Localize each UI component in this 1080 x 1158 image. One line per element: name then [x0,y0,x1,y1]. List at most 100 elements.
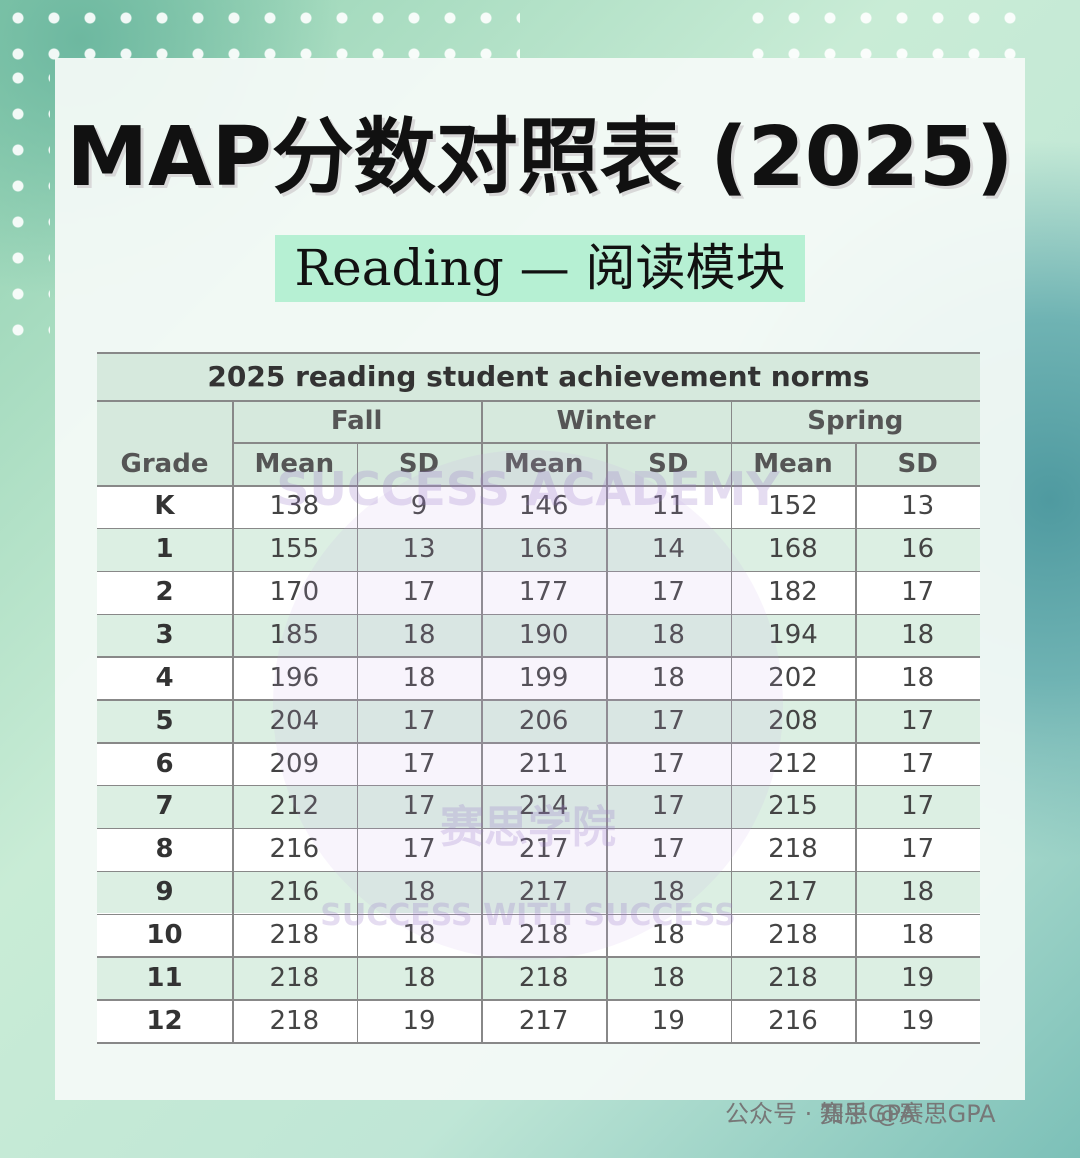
value-cell: 212 [768,748,818,779]
value-cell: 215 [768,791,818,822]
grid-line [855,442,857,1042]
value-cell: 182 [768,577,818,608]
value-cell: 214 [518,791,569,822]
value-cell: 17 [402,834,436,865]
grid-line [730,400,733,1042]
value-cell: 19 [901,1005,935,1036]
grid-line [97,570,980,573]
grade-cell: 4 [155,662,174,693]
value-cell: 138 [269,491,320,522]
grade-cell: 7 [155,791,174,822]
value-cell: 218 [768,834,818,865]
decor-dots [0,0,520,60]
row-bg [97,613,980,657]
value-cell: 216 [768,1005,818,1036]
value-cell: 18 [402,919,436,950]
value-cell: 217 [518,834,569,865]
column-header: SD [897,448,938,479]
grid-line [97,999,980,1001]
value-cell: 18 [402,619,436,650]
grade-cell: 8 [155,834,174,865]
grade-cell: 1 [155,534,174,565]
value-cell: 13 [402,534,436,565]
value-cell: 216 [269,834,320,865]
value-cell: 218 [768,919,818,950]
value-cell: 17 [402,577,436,608]
value-cell: 17 [901,705,935,736]
value-cell: 18 [651,619,685,650]
value-cell: 11 [651,491,685,522]
value-cell: 211 [518,748,569,779]
value-cell: 18 [901,877,935,908]
footer-wechat: 公众号 · 赛思GPA [725,1100,916,1128]
value-cell: 209 [269,748,320,779]
value-cell: 217 [518,1005,569,1036]
grade-cell: 12 [146,1005,183,1036]
grid-line [97,527,980,530]
value-cell: 19 [402,1005,436,1036]
value-cell: 218 [269,962,320,993]
table-title: 2025 reading student achievement norms [207,359,870,393]
value-cell: 152 [768,491,818,522]
value-cell: 17 [901,791,935,822]
grid-line [356,442,359,1042]
value-cell: 18 [402,662,436,693]
grade-cell: 6 [155,748,174,779]
value-cell: 196 [269,662,320,693]
value-cell: 18 [901,619,935,650]
grid-line [97,742,980,744]
value-cell: 17 [402,791,436,822]
value-cell: 190 [518,619,569,650]
value-cell: 18 [651,919,685,950]
grade-cell: 5 [155,705,174,736]
value-cell: 17 [901,834,935,865]
value-cell: 146 [518,491,569,522]
subtitle: Reading — 阅读模块 [275,235,805,302]
value-cell: 208 [768,705,818,736]
value-cell: 17 [402,748,436,779]
group-header: Spring [807,406,904,436]
value-cell: 17 [651,791,685,822]
value-cell: 217 [518,877,569,908]
column-header: SD [398,448,440,479]
decor-dots [740,0,1040,60]
grade-cell: 11 [146,962,183,993]
value-cell: 17 [901,577,935,608]
grid-line [232,400,234,1042]
column-header: Mean [254,448,335,479]
value-cell: 13 [901,491,935,522]
decor-dots [0,60,50,360]
value-cell: 18 [651,662,685,693]
column-header: Mean [753,448,833,479]
value-cell: 168 [768,534,818,565]
value-cell: 18 [901,662,935,693]
grid-line [97,352,980,354]
value-cell: 17 [651,577,685,608]
grade-cell: 10 [146,919,183,950]
value-cell: 199 [518,662,569,693]
value-cell: 194 [768,619,818,650]
value-cell: 170 [269,577,320,608]
value-cell: 202 [768,662,818,693]
value-cell: 14 [651,534,685,565]
value-cell: 218 [518,962,569,993]
grid-line [97,400,980,402]
value-cell: 17 [651,748,685,779]
value-cell: 9 [410,491,428,522]
row-bg [97,699,980,743]
grade-cell: 2 [155,577,174,608]
value-cell: 212 [269,791,320,822]
grid-line [97,699,980,701]
row-bg [97,956,980,1000]
row-bg [97,527,980,571]
column-header: SD [648,448,689,479]
grade-cell: 3 [155,619,174,650]
value-cell: 218 [269,1005,320,1036]
group-header: Winter [556,406,656,436]
value-cell: 17 [402,705,436,736]
value-cell: 218 [269,919,320,950]
row-bg [97,870,980,914]
value-cell: 206 [518,705,569,736]
title: MAP分数对照表 (2025) [66,110,1014,205]
